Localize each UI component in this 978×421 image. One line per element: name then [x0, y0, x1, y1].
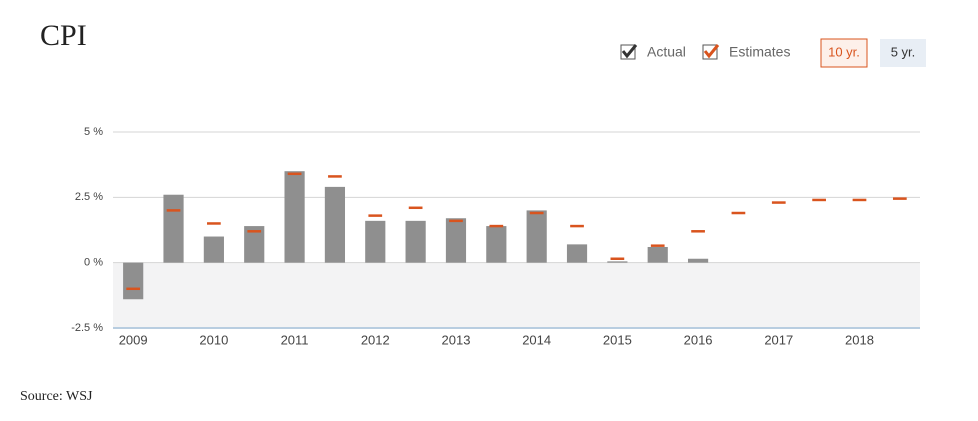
bar: [163, 194, 184, 263]
bar: [405, 220, 426, 263]
negative-region: [113, 262, 920, 328]
x-tick-label: 2010: [199, 332, 228, 347]
bar: [244, 226, 265, 263]
x-tick-label: 2017: [764, 332, 793, 347]
bar: [607, 261, 628, 263]
range-button[interactable]: [820, 38, 868, 68]
bar: [203, 236, 224, 263]
y-tick-label: 0 %: [84, 257, 103, 269]
bar: [324, 186, 346, 263]
x-tick-label: 2015: [603, 332, 632, 347]
legend-label[interactable]: Actual: [647, 44, 686, 60]
x-tick-label: 2011: [281, 332, 309, 347]
check-icon: [621, 44, 638, 59]
y-tick-label: 5 %: [84, 126, 103, 138]
x-tick-label: 2014: [522, 332, 551, 347]
bar: [647, 246, 668, 263]
x-tick-label: 2018: [845, 332, 874, 347]
bar: [284, 171, 305, 263]
x-tick-label: 2009: [119, 332, 148, 347]
range-button[interactable]: [880, 39, 926, 67]
bar: [526, 210, 547, 263]
x-tick-label: 2016: [684, 332, 713, 347]
range-button-label[interactable]: 5 yr.: [891, 44, 916, 59]
y-tick-label: -2.5 %: [71, 322, 103, 334]
legend-label[interactable]: Estimates: [729, 44, 790, 60]
x-tick-label: 2013: [442, 332, 471, 347]
bar: [486, 226, 507, 263]
x-tick-label: 2012: [361, 332, 390, 347]
bar: [566, 244, 588, 263]
legend: Actual Estimates 10 yr. 5 yr.: [620, 38, 926, 68]
bar: [365, 220, 386, 263]
source: Source: WSJ: [20, 389, 93, 404]
range-button-label[interactable]: 10 yr.: [828, 44, 860, 59]
bar: [123, 262, 144, 300]
check-icon: [703, 44, 720, 59]
chart-title: CPI: [40, 19, 87, 52]
y-tick-label: 2.5 %: [75, 191, 103, 203]
bar: [687, 258, 709, 263]
bar: [445, 218, 467, 263]
